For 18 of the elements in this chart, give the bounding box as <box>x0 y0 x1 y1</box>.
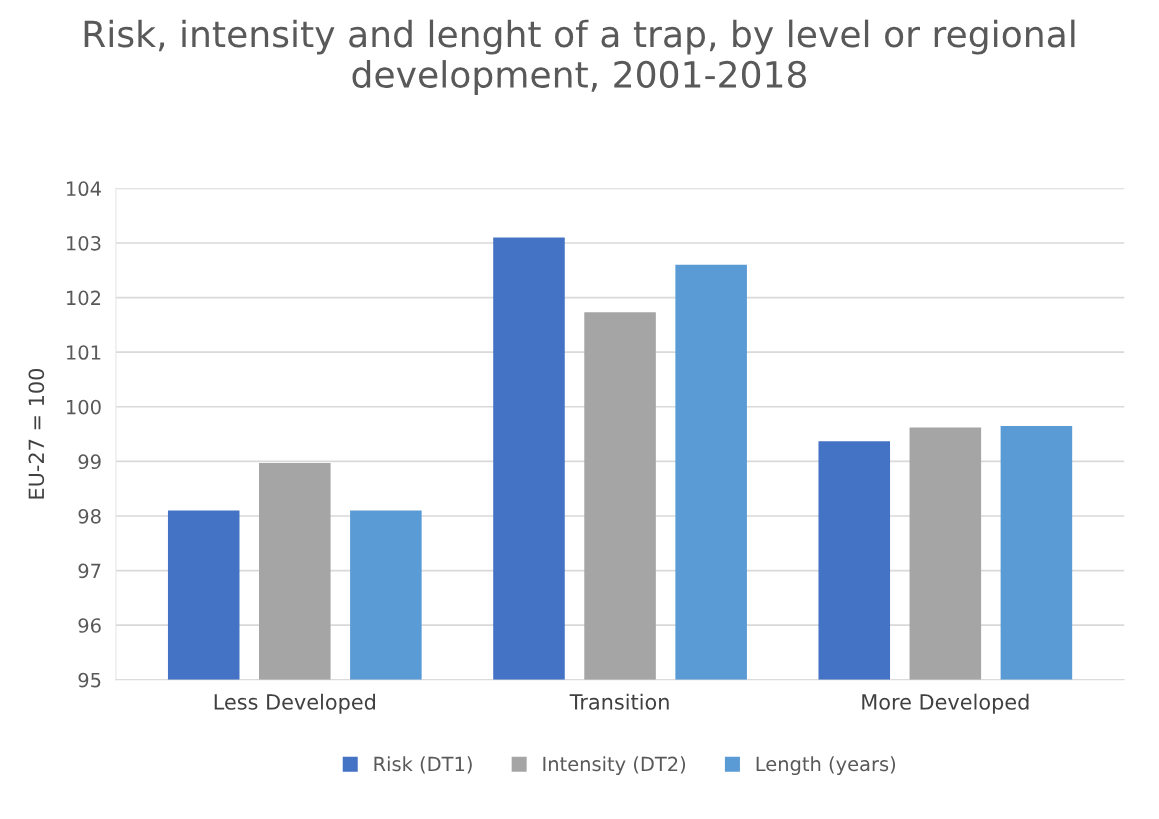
x-tick-label: More Developed <box>862 693 1029 714</box>
y-tick-label: 103 <box>67 235 101 251</box>
x-tick-label: Less Developed <box>214 693 375 714</box>
y-tick-label: 100 <box>67 399 101 415</box>
legend-label: Intensity (DT2) <box>543 756 686 776</box>
legend-label: Length (years) <box>756 756 896 776</box>
y-tick-label: 97 <box>78 563 101 579</box>
y-tick-label: 104 <box>67 181 101 197</box>
chart-title: Risk, intensity and lenght of a trap, by level or regional development, 2001-2018 <box>84 19 1075 96</box>
y-tick-label: 95 <box>78 672 101 688</box>
x-tick-label: Transition <box>569 693 669 710</box>
y-axis-title: EU-27 = 100 <box>28 369 45 499</box>
y-tick-label: 102 <box>67 290 101 306</box>
y-tick-label: 101 <box>67 345 101 360</box>
y-tick-label: 96 <box>78 618 101 633</box>
legend-label: Risk (DT1) <box>374 756 472 774</box>
y-tick-label: 99 <box>78 454 101 470</box>
y-tick-label: 98 <box>78 508 101 524</box>
